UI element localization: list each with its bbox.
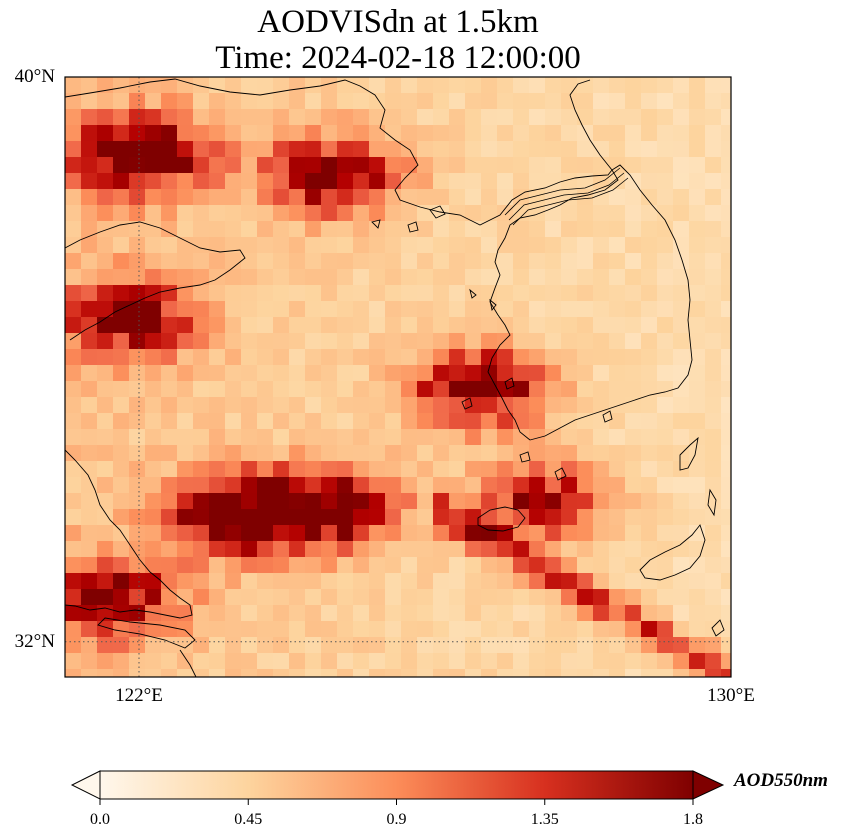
colorbar: [70, 770, 725, 805]
colorbar-max-extend: [692, 770, 725, 800]
colorbar-gradient: [100, 771, 693, 799]
colorbar-tick-label: 0.45: [234, 811, 263, 828]
lon-label: 130°E: [707, 685, 755, 706]
colorbar-tick-label: 0.0: [90, 811, 110, 828]
colorbar-min-extend: [70, 770, 101, 800]
gridlines: [65, 77, 731, 677]
lat-label: 32°N: [14, 630, 55, 652]
aod-raster: [65, 77, 731, 677]
coastlines: [65, 78, 725, 677]
colorbar-label: AOD550nm: [734, 770, 828, 791]
colorbar-tick-label: 1.35: [530, 811, 559, 828]
lat-label: 40°N: [14, 66, 55, 87]
colorbar-tick-label: 1.8: [683, 811, 703, 828]
map-title: AODVISdn at 1.5km: [257, 4, 539, 40]
map-subtitle-time: Time: 2024-02-18 12:00:00: [215, 40, 581, 76]
lon-label: 122°E: [115, 685, 163, 706]
map-frame: [64, 76, 732, 678]
colorbar-tick-label: 0.9: [386, 811, 407, 828]
border-lines: [504, 167, 629, 226]
